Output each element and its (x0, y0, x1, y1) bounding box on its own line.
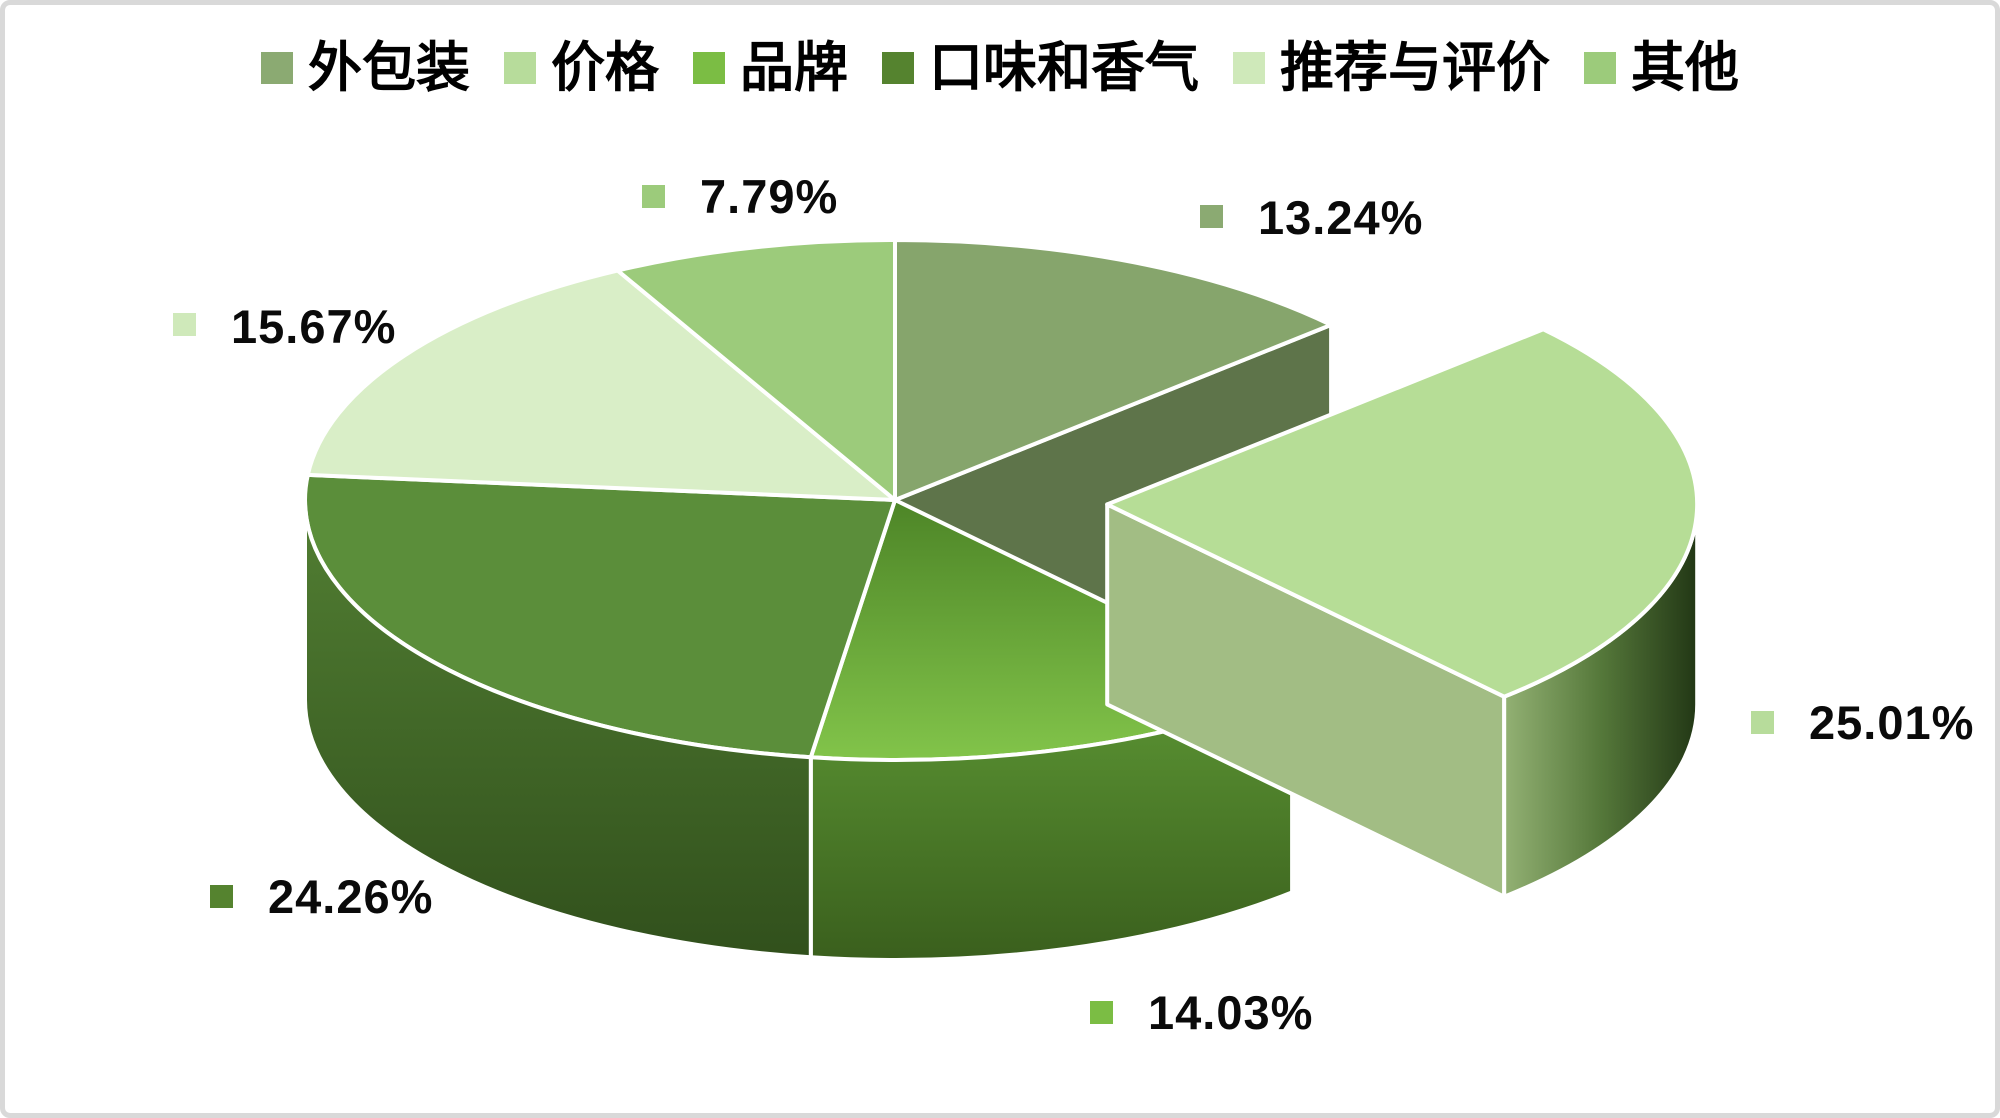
value-label-marker-icon (1090, 1001, 1113, 1024)
value-label: 24.26% (268, 870, 434, 923)
legend-marker-icon (693, 52, 725, 84)
legend-label: 其他 (1631, 38, 1739, 98)
legend-item-4: 推荐与评价 (1233, 41, 1550, 95)
value-label: 15.67% (231, 300, 397, 353)
value-label-marker-icon (1751, 711, 1774, 734)
legend-marker-icon (882, 52, 914, 84)
legend-marker-icon (1233, 52, 1265, 84)
value-label: 25.01% (1809, 696, 1975, 749)
legend-marker-icon (504, 52, 536, 84)
value-label: 13.24% (1258, 191, 1424, 244)
value-label: 14.03% (1148, 986, 1314, 1039)
legend-label: 品牌 (740, 38, 848, 98)
value-label-marker-icon (210, 885, 233, 908)
legend-item-3: 口味和香气 (882, 41, 1199, 95)
pie-slice-top-5 (615, 238, 897, 502)
pie-slice-top-0 (893, 238, 1334, 502)
chart-legend: 外包装 价格 品牌 口味和香气 推荐与评价 其他 (5, 41, 1995, 95)
value-label-marker-icon (642, 185, 665, 208)
legend-item-1: 价格 (504, 41, 659, 95)
pie-slice-top-4 (305, 268, 897, 502)
value-label: 7.79% (700, 170, 839, 223)
legend-label: 外包装 (308, 38, 470, 98)
pie-chart (303, 238, 1700, 962)
pie-slice-wall-3 (303, 498, 813, 960)
value-label-marker-icon (1200, 205, 1223, 228)
legend-marker-icon (261, 52, 293, 84)
legend-label: 口味和香气 (929, 38, 1199, 98)
legend-label: 推荐与评价 (1280, 38, 1550, 98)
legend-item-0: 外包装 (261, 41, 470, 95)
legend-item-5: 其他 (1584, 41, 1739, 95)
legend-marker-icon (1584, 52, 1616, 84)
pie-exploded-top (1105, 327, 1700, 699)
legend-item-2: 品牌 (693, 41, 848, 95)
value-label-marker-icon (173, 313, 196, 336)
legend-label: 价格 (551, 38, 659, 98)
